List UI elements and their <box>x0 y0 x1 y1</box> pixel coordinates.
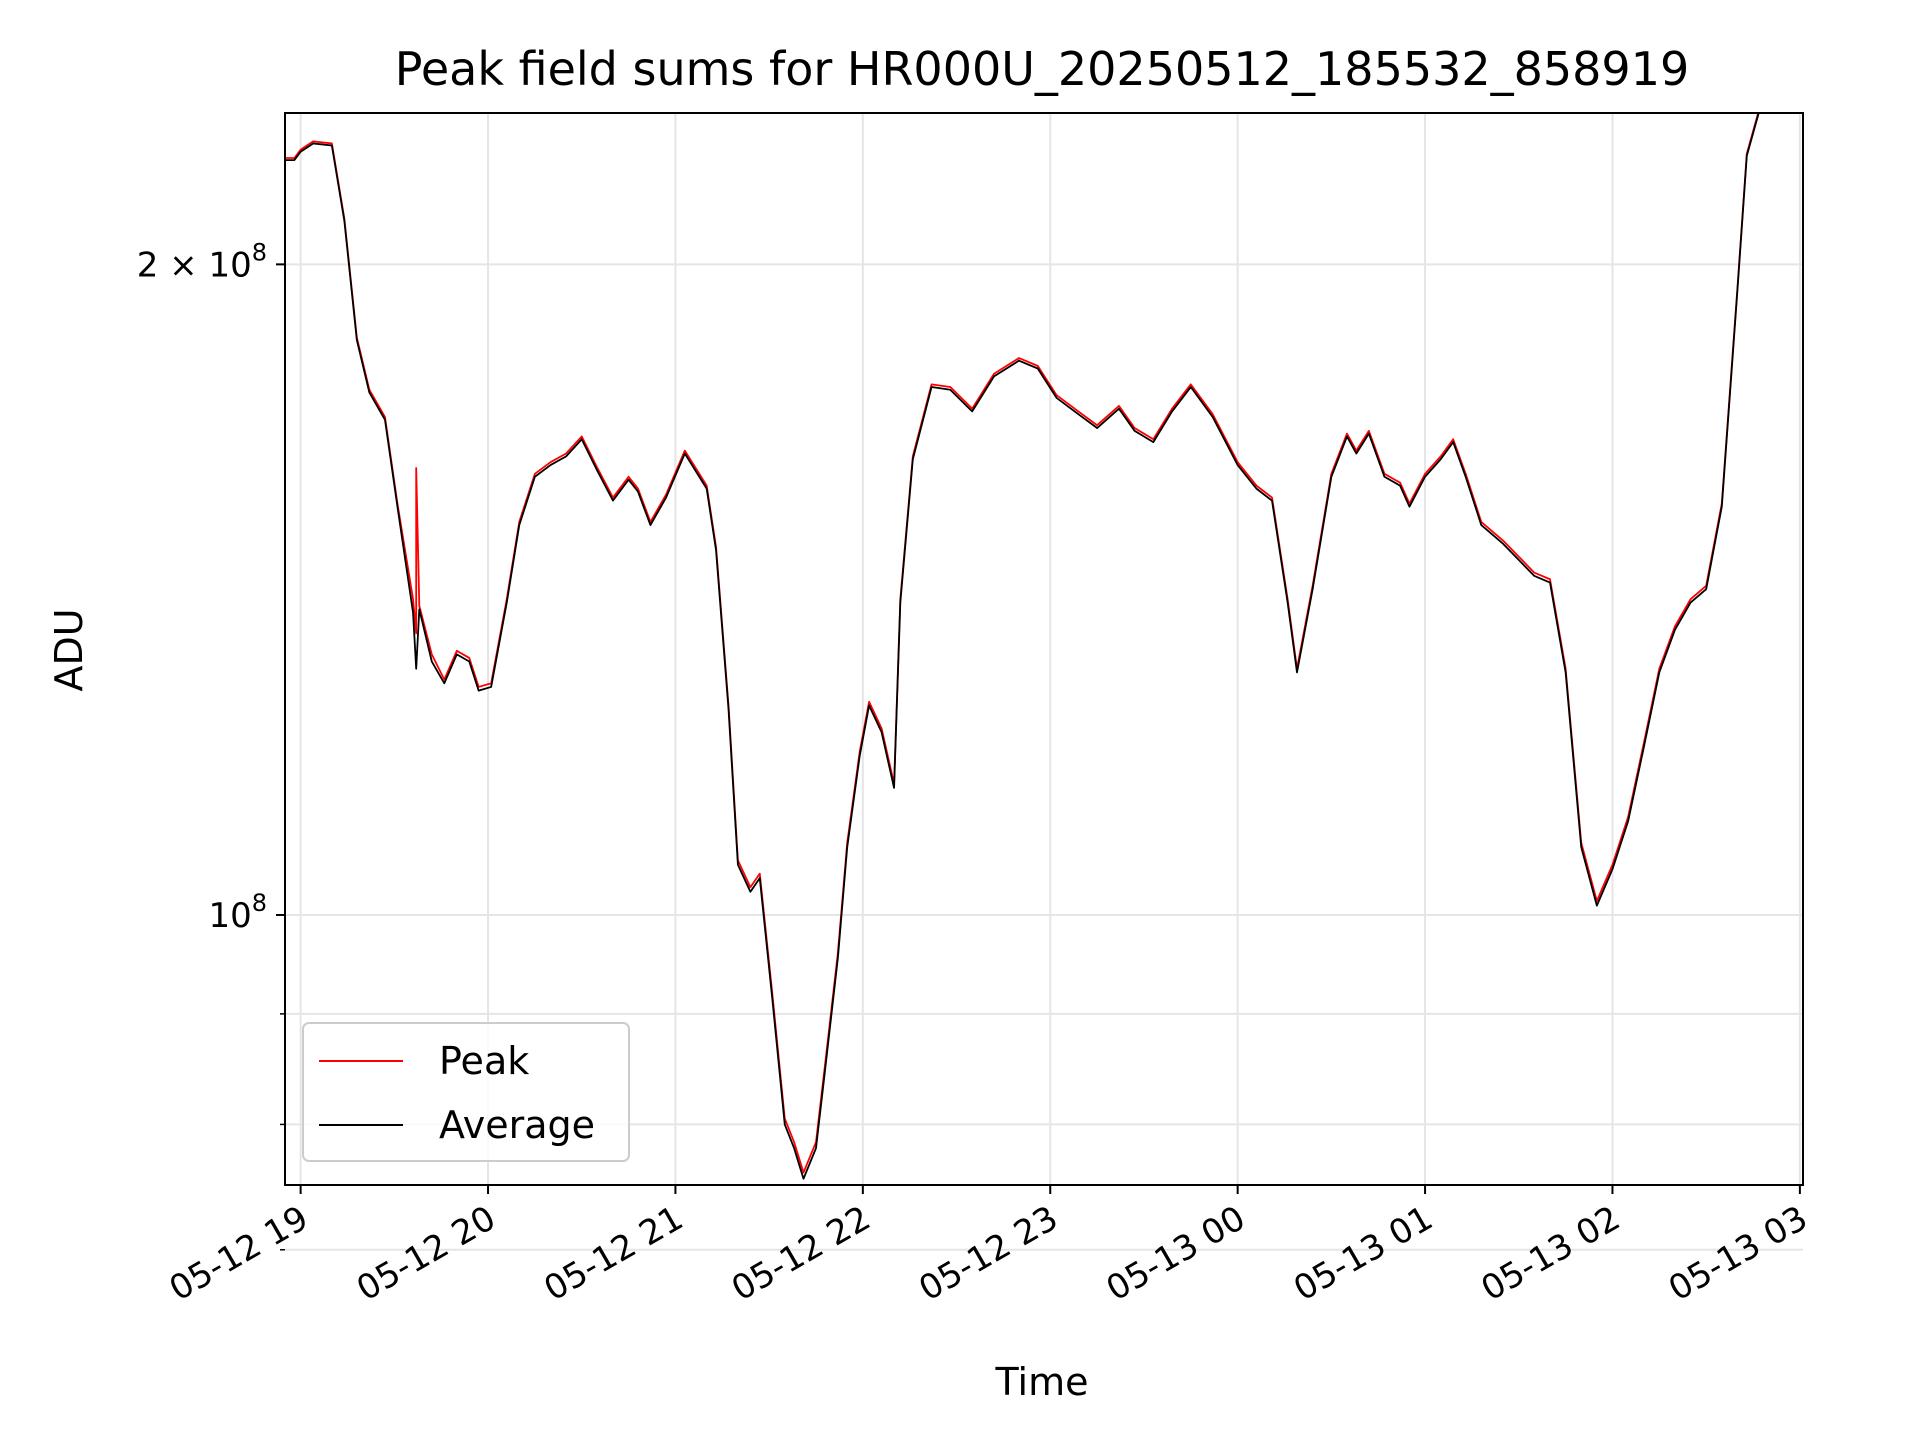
y-tick-label: 2 × 108 <box>137 238 267 285</box>
y-tick-label: 108 <box>208 889 267 936</box>
x-axis-label: Time <box>995 1360 1089 1404</box>
series-line-average <box>285 113 1760 1180</box>
grid <box>285 113 1803 1251</box>
series-group <box>285 113 1760 1180</box>
plot-frame <box>284 112 1804 1186</box>
y-axis-label: ADU <box>47 608 91 691</box>
chart-title: Peak field sums for HR000U_20250512_1855… <box>395 42 1689 96</box>
legend-box <box>302 1022 630 1162</box>
legend-label-peak: Peak <box>439 1039 529 1083</box>
legend-label-average: Average <box>439 1103 595 1147</box>
legend: Peak Average <box>302 1022 630 1162</box>
